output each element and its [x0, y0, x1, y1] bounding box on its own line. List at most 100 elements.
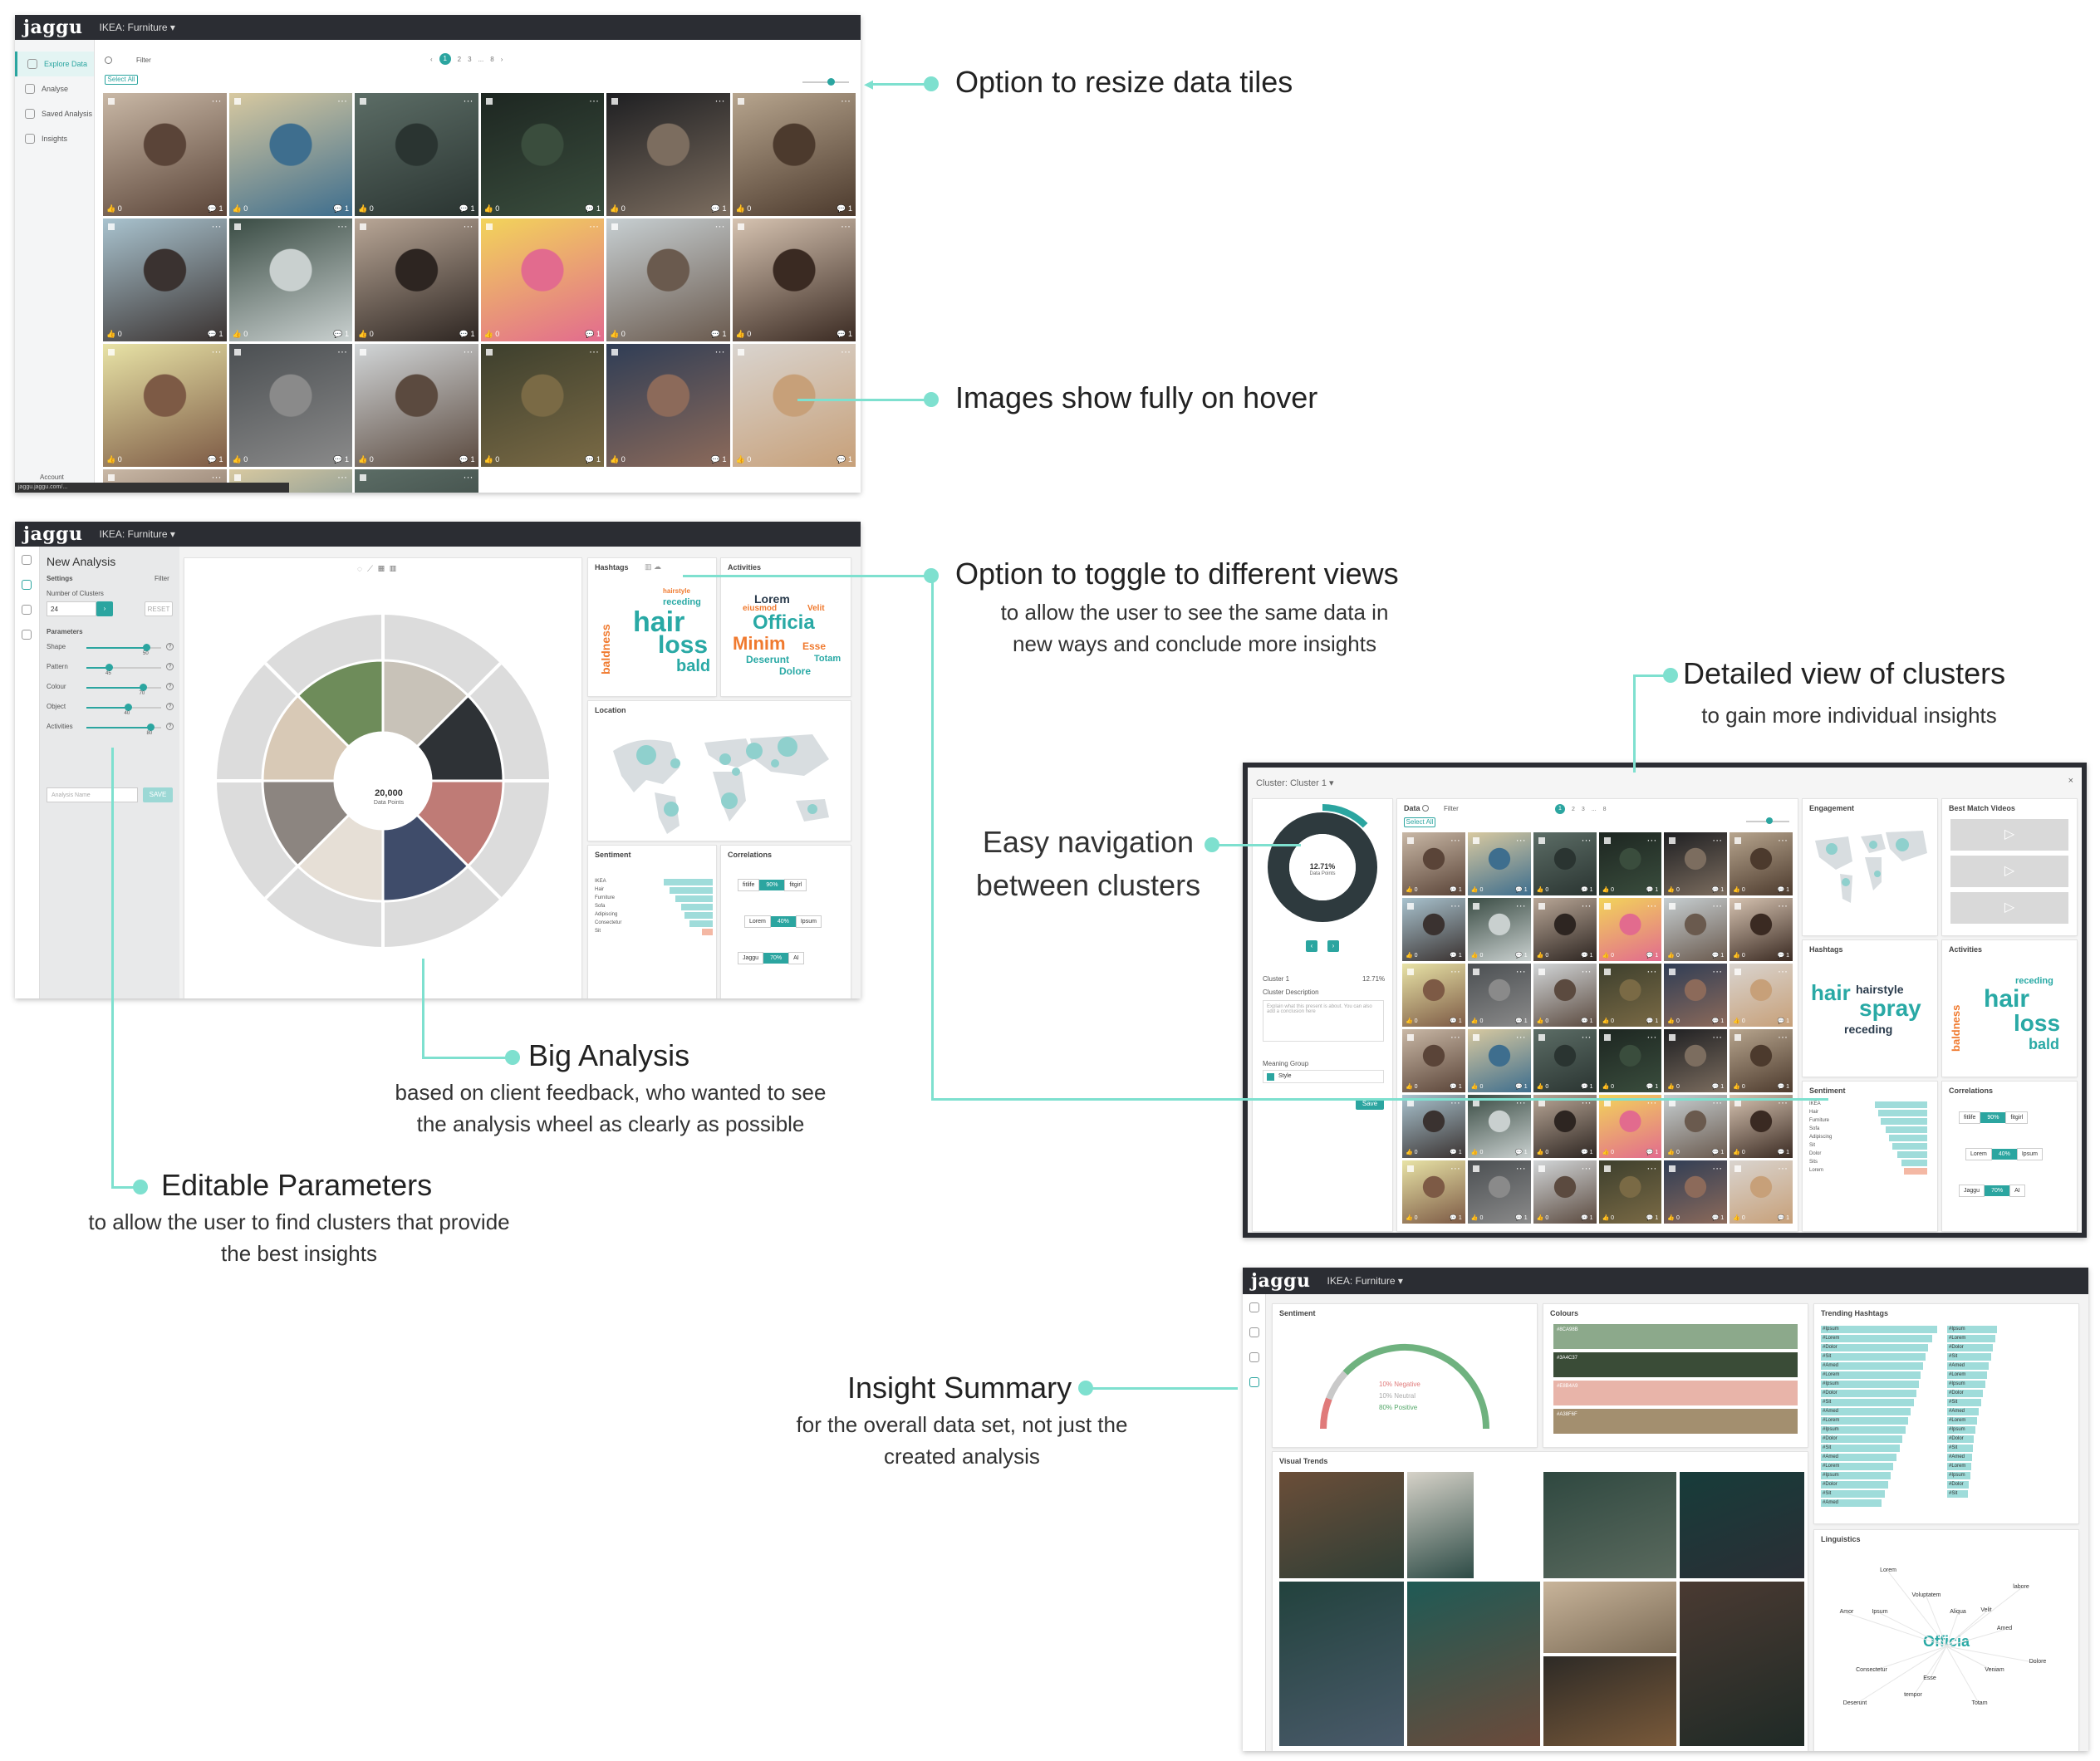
tile-size-slider[interactable]	[802, 78, 849, 86]
data-tile[interactable]: ···👍 0💬 1	[1664, 832, 1728, 895]
trend-image[interactable]	[1407, 1582, 1540, 1746]
hashtag-bar[interactable]: #Sit	[1821, 1445, 1901, 1452]
hashtag-bar[interactable]: #Lorem	[1947, 1417, 1977, 1425]
more-options-icon[interactable]: ···	[1515, 900, 1526, 911]
tile-checkbox[interactable]	[485, 98, 493, 105]
tile-checkbox[interactable]	[611, 98, 618, 105]
next-page-icon[interactable]: ›	[500, 55, 503, 63]
settings-tab[interactable]: Settings	[47, 575, 73, 582]
linguistics-word[interactable]: Dolore	[2029, 1659, 2047, 1665]
tile-checkbox[interactable]	[1407, 903, 1414, 910]
data-tile[interactable]: ···👍 0💬 1	[355, 218, 478, 341]
lightbulb-icon[interactable]	[1249, 1377, 1259, 1387]
prev-page-icon[interactable]: ‹	[430, 55, 433, 63]
more-options-icon[interactable]: ···	[589, 95, 599, 106]
slider-handle[interactable]	[1766, 817, 1773, 824]
filter-button[interactable]: Filter	[1444, 805, 1459, 812]
sentiment-bar[interactable]	[1888, 1135, 1927, 1141]
chart-icon[interactable]	[1249, 1327, 1259, 1337]
more-options-icon[interactable]: ···	[1646, 1031, 1657, 1042]
tile-checkbox[interactable]	[1603, 969, 1611, 975]
slider-handle[interactable]	[105, 664, 113, 671]
save-button[interactable]: SAVE	[143, 787, 173, 802]
lightbulb-icon[interactable]	[22, 630, 32, 640]
correlation-pair[interactable]: Jaggu 70% AI	[1959, 1185, 2025, 1197]
page-1[interactable]: 1	[439, 53, 451, 65]
tile-checkbox[interactable]	[360, 98, 366, 105]
hashtag-bar[interactable]: #Lorem	[1821, 1335, 1933, 1342]
compass-icon[interactable]	[22, 555, 32, 565]
description-input[interactable]: Explain what this present is about. You …	[1263, 1000, 1384, 1042]
app-logo[interactable]: jaggu	[23, 17, 83, 38]
more-options-icon[interactable]: ···	[463, 471, 473, 483]
slider-handle[interactable]	[124, 704, 132, 711]
more-options-icon[interactable]: ···	[714, 220, 725, 232]
more-options-icon[interactable]: ···	[1450, 834, 1460, 846]
tile-checkbox[interactable]	[1603, 837, 1611, 844]
more-options-icon[interactable]: ···	[1712, 900, 1723, 911]
sentiment-bar[interactable]	[689, 920, 713, 927]
data-tile[interactable]: ···👍 0💬 1	[1402, 1095, 1465, 1158]
tile-checkbox[interactable]	[233, 474, 241, 481]
data-tile[interactable]: ···👍 0💬 1	[480, 218, 604, 341]
tile-checkbox[interactable]	[233, 98, 241, 105]
data-tile[interactable]: ···👍 0💬 1	[1664, 898, 1728, 961]
tile-checkbox[interactable]	[611, 223, 618, 230]
engagement-map[interactable]	[1803, 799, 1937, 935]
tile-checkbox[interactable]	[611, 349, 618, 356]
hashtag-bar[interactable]: #Amed	[1821, 1499, 1882, 1507]
correlation-pair[interactable]: Lorem 40% Ipsum	[744, 915, 822, 928]
tile-checkbox[interactable]	[1603, 1100, 1611, 1106]
page-8[interactable]: 8	[1602, 806, 1607, 812]
hashtag-bar[interactable]: #Sit	[1947, 1445, 1974, 1452]
data-tile[interactable]: ···👍 0💬 1	[1402, 964, 1465, 1027]
sentiment-bar[interactable]	[1901, 1160, 1927, 1166]
tile-checkbox[interactable]	[1538, 969, 1545, 975]
tile-checkbox[interactable]	[1734, 1165, 1742, 1172]
hashtag-bar[interactable]: #Dolor	[1947, 1481, 1970, 1489]
more-options-icon[interactable]: ···	[1581, 900, 1592, 911]
tile-checkbox[interactable]	[1603, 1165, 1611, 1172]
linguistics-word[interactable]: labore	[2013, 1584, 2029, 1590]
data-tile[interactable]: ···👍 0💬 1	[606, 218, 730, 341]
parameter-slider[interactable]	[86, 724, 161, 731]
tile-checkbox[interactable]	[1603, 1034, 1611, 1041]
hashtag-bar[interactable]: #Amed	[1821, 1454, 1896, 1461]
tile-checkbox[interactable]	[485, 223, 493, 230]
list-icon[interactable]	[1249, 1352, 1259, 1362]
data-tile[interactable]: ···👍 0💬 1	[1467, 1160, 1531, 1224]
linguistics-word[interactable]: Amed	[1997, 1626, 2012, 1631]
hashtag-bar[interactable]: #Ipsum	[1947, 1381, 1985, 1388]
more-options-icon[interactable]: ···	[589, 220, 599, 232]
sentiment-bar[interactable]	[1875, 1101, 1927, 1108]
sentiment-bar[interactable]	[675, 895, 713, 902]
data-tile[interactable]: ···👍 0💬 1	[103, 218, 227, 341]
more-options-icon[interactable]: ···	[211, 471, 222, 483]
hashtag-bar[interactable]: #Amed	[1947, 1408, 1980, 1415]
data-tile[interactable]: ···👍 0💬 1	[732, 218, 856, 341]
help-icon[interactable]: ?	[166, 643, 174, 650]
colour-swatch[interactable]: #E8B4A9	[1553, 1381, 1798, 1405]
hashtag-bar[interactable]: #Lorem	[1947, 1335, 1995, 1342]
more-options-icon[interactable]: ···	[463, 95, 473, 106]
select-all-button[interactable]: Select All	[105, 75, 138, 85]
hashtag-bar[interactable]: #Lorem	[1821, 1371, 1921, 1379]
trend-image[interactable]	[1543, 1472, 1676, 1578]
tile-size-slider[interactable]	[1746, 817, 1789, 824]
tile-checkbox[interactable]	[108, 98, 115, 105]
more-options-icon[interactable]: ···	[211, 346, 222, 357]
hashtag-bar[interactable]: #Amed	[1821, 1362, 1924, 1370]
data-tile[interactable]: ···👍 0💬 1	[732, 344, 856, 467]
sentiment-bar[interactable]	[684, 912, 713, 919]
more-options-icon[interactable]: ···	[589, 346, 599, 357]
sentiment-bar[interactable]	[702, 929, 713, 935]
more-options-icon[interactable]: ···	[1712, 1031, 1723, 1042]
data-tile[interactable]: ···👍 0💬 1	[1533, 832, 1597, 895]
hashtag-bar[interactable]: #Sit	[1947, 1490, 1969, 1498]
more-options-icon[interactable]: ···	[337, 220, 347, 232]
tile-checkbox[interactable]	[233, 349, 241, 356]
more-options-icon[interactable]: ···	[337, 471, 347, 483]
tile-checkbox[interactable]	[1407, 1034, 1414, 1041]
data-tile[interactable]: ···👍 0💬 1	[1730, 898, 1793, 961]
